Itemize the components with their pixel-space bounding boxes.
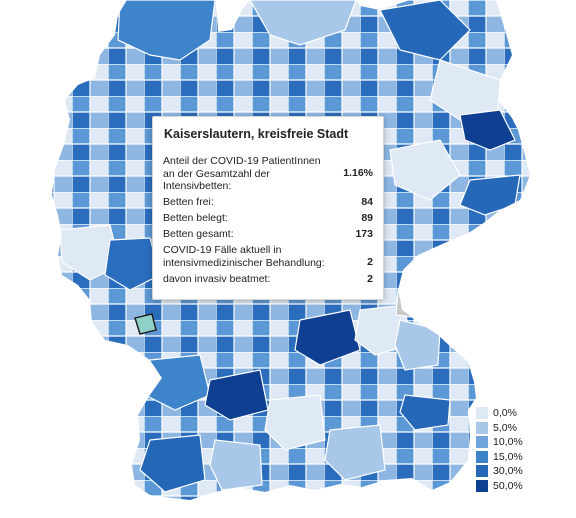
legend-swatch (476, 421, 488, 434)
legend-swatch (476, 436, 488, 449)
tooltip-label: Anteil der COVID-19 PatientInnen an der … (163, 155, 321, 192)
tooltip-label: Betten frei: (163, 196, 214, 208)
tooltip-label: davon invasiv beatmet: (163, 272, 271, 285)
tooltip-row-beds-occupied: Betten belegt: 89 (163, 212, 373, 225)
legend-item[interactable]: 15,0% (476, 450, 523, 465)
tooltip-row-ventilated: davon invasiv beatmet: 2 (163, 273, 373, 286)
region-tooltip: Kaiserslautern, kreisfreie Stadt Anteil … (152, 116, 384, 300)
legend-label: 15,0% (493, 450, 523, 463)
legend-swatch (476, 465, 488, 478)
legend-label: 5,0% (493, 421, 517, 434)
legend-item[interactable]: 30,0% (476, 464, 523, 479)
legend-label: 50,0% (493, 479, 523, 492)
tooltip-row-covid-cases: COVID-19 Fälle aktuell in intensivmedizi… (163, 244, 373, 269)
legend-swatch (476, 479, 488, 492)
legend-item[interactable]: 10,0% (476, 435, 523, 450)
tooltip-title: Kaiserslautern, kreisfreie Stadt (164, 127, 349, 141)
color-legend: 0,0% 5,0% 10,0% 15,0% 30,0% 50,0% (476, 406, 523, 493)
tooltip-value: 89 (361, 212, 373, 224)
legend-swatch (476, 450, 488, 463)
tooltip-value: 2 (367, 272, 373, 285)
tooltip-row-covid-share: Anteil der COVID-19 PatientInnen an der … (163, 155, 373, 193)
tooltip-value: 84 (361, 196, 373, 208)
legend-label: 0,0% (493, 407, 517, 420)
tooltip-row-beds-free: Betten frei: 84 (163, 196, 373, 209)
tooltip-row-beds-total: Betten gesamt: 173 (163, 228, 373, 241)
legend-item[interactable]: 50,0% (476, 479, 523, 494)
tooltip-label: Betten gesamt: (163, 228, 234, 240)
legend-item[interactable]: 0,0% (476, 406, 523, 421)
legend-label: 10,0% (493, 436, 523, 449)
tooltip-label: COVID-19 Fälle aktuell in intensivmedizi… (163, 244, 325, 269)
legend-item[interactable]: 5,0% (476, 421, 523, 436)
legend-label: 30,0% (493, 465, 523, 478)
tooltip-value: 1.16% (343, 167, 373, 179)
tooltip-value: 2 (367, 256, 373, 268)
tooltip-label: Betten belegt: (163, 212, 228, 224)
legend-swatch (476, 407, 488, 420)
tooltip-value: 173 (355, 228, 373, 240)
